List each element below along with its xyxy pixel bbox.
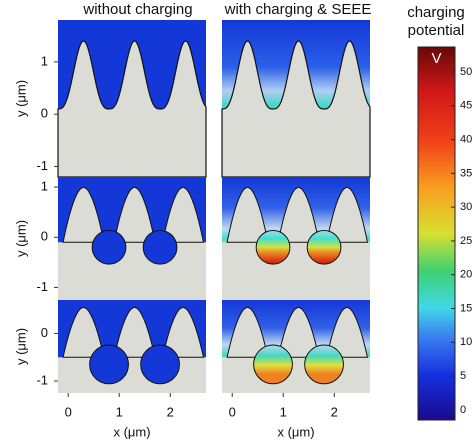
pillar (62, 306, 105, 358)
pillar (62, 186, 105, 243)
pillar (277, 186, 320, 243)
pillar (113, 306, 156, 358)
surface (57, 40, 207, 178)
cavity (89, 344, 129, 385)
x-axis-label: x (μm) (113, 424, 150, 439)
y-tick-label: 1 (41, 178, 48, 193)
y-tick-label: 0 (41, 325, 48, 340)
pillar (162, 186, 205, 243)
cavity (255, 229, 291, 265)
column-title: without charging (82, 1, 192, 18)
y-tick-label: 1 (41, 53, 48, 68)
pillar (113, 186, 156, 243)
colorbar-tick-label: 25 (460, 235, 472, 247)
y-axis-label: y (μm) (13, 328, 28, 365)
colorbar-title: potential (408, 22, 465, 39)
colorbar-tick-label: 45 (460, 100, 472, 112)
colorbar-unit: V (431, 50, 441, 67)
colorbar-title: charging (407, 4, 465, 21)
x-tick-label: 2 (331, 404, 338, 419)
substrate (222, 357, 370, 393)
cavity (140, 344, 180, 385)
colorbar-tick-label: 30 (460, 201, 472, 213)
substrate (58, 242, 206, 300)
y-tick-label: 0 (41, 229, 48, 244)
colorbar-tick-label: 5 (460, 370, 466, 382)
colorbar-tick-label: 15 (460, 302, 472, 314)
pillar (226, 186, 269, 243)
pillar (161, 306, 205, 358)
x-tick-label: 1 (280, 404, 287, 419)
x-tick-label: 0 (65, 404, 72, 419)
pillar (277, 306, 320, 358)
colorbar (417, 46, 456, 421)
x-tick-label: 0 (229, 404, 236, 419)
cavity (142, 229, 178, 265)
y-axis-label: y (μm) (13, 220, 28, 257)
y-tick-label: -1 (36, 158, 48, 173)
surface (221, 40, 371, 178)
x-axis-label: x (μm) (277, 424, 314, 439)
x-tick-label: 2 (167, 404, 174, 419)
column-title: with charging & SEEE (224, 1, 372, 18)
x-tick-label: 1 (116, 404, 123, 419)
colorbar-tick-label: 40 (460, 133, 472, 145)
colorbar-tick-label: 20 (460, 269, 472, 281)
y-tick-label: -1 (36, 279, 48, 294)
y-tick-label: -1 (36, 373, 48, 388)
y-axis-label: y (μm) (13, 80, 28, 117)
substrate (58, 357, 206, 393)
pillar (326, 186, 369, 243)
y-tick-label: 0 (41, 106, 48, 121)
pillar (226, 306, 269, 358)
cavity (306, 229, 342, 265)
colorbar-tick-label: 35 (460, 167, 472, 179)
cavity (304, 344, 344, 385)
cavity (91, 229, 127, 265)
colorbar-tick-label: 0 (460, 404, 466, 416)
colorbar-tick-label: 10 (460, 336, 472, 348)
pillar (325, 306, 369, 358)
substrate (222, 242, 370, 300)
cavity (253, 344, 293, 385)
colorbar-tick-label: 50 (460, 66, 472, 78)
